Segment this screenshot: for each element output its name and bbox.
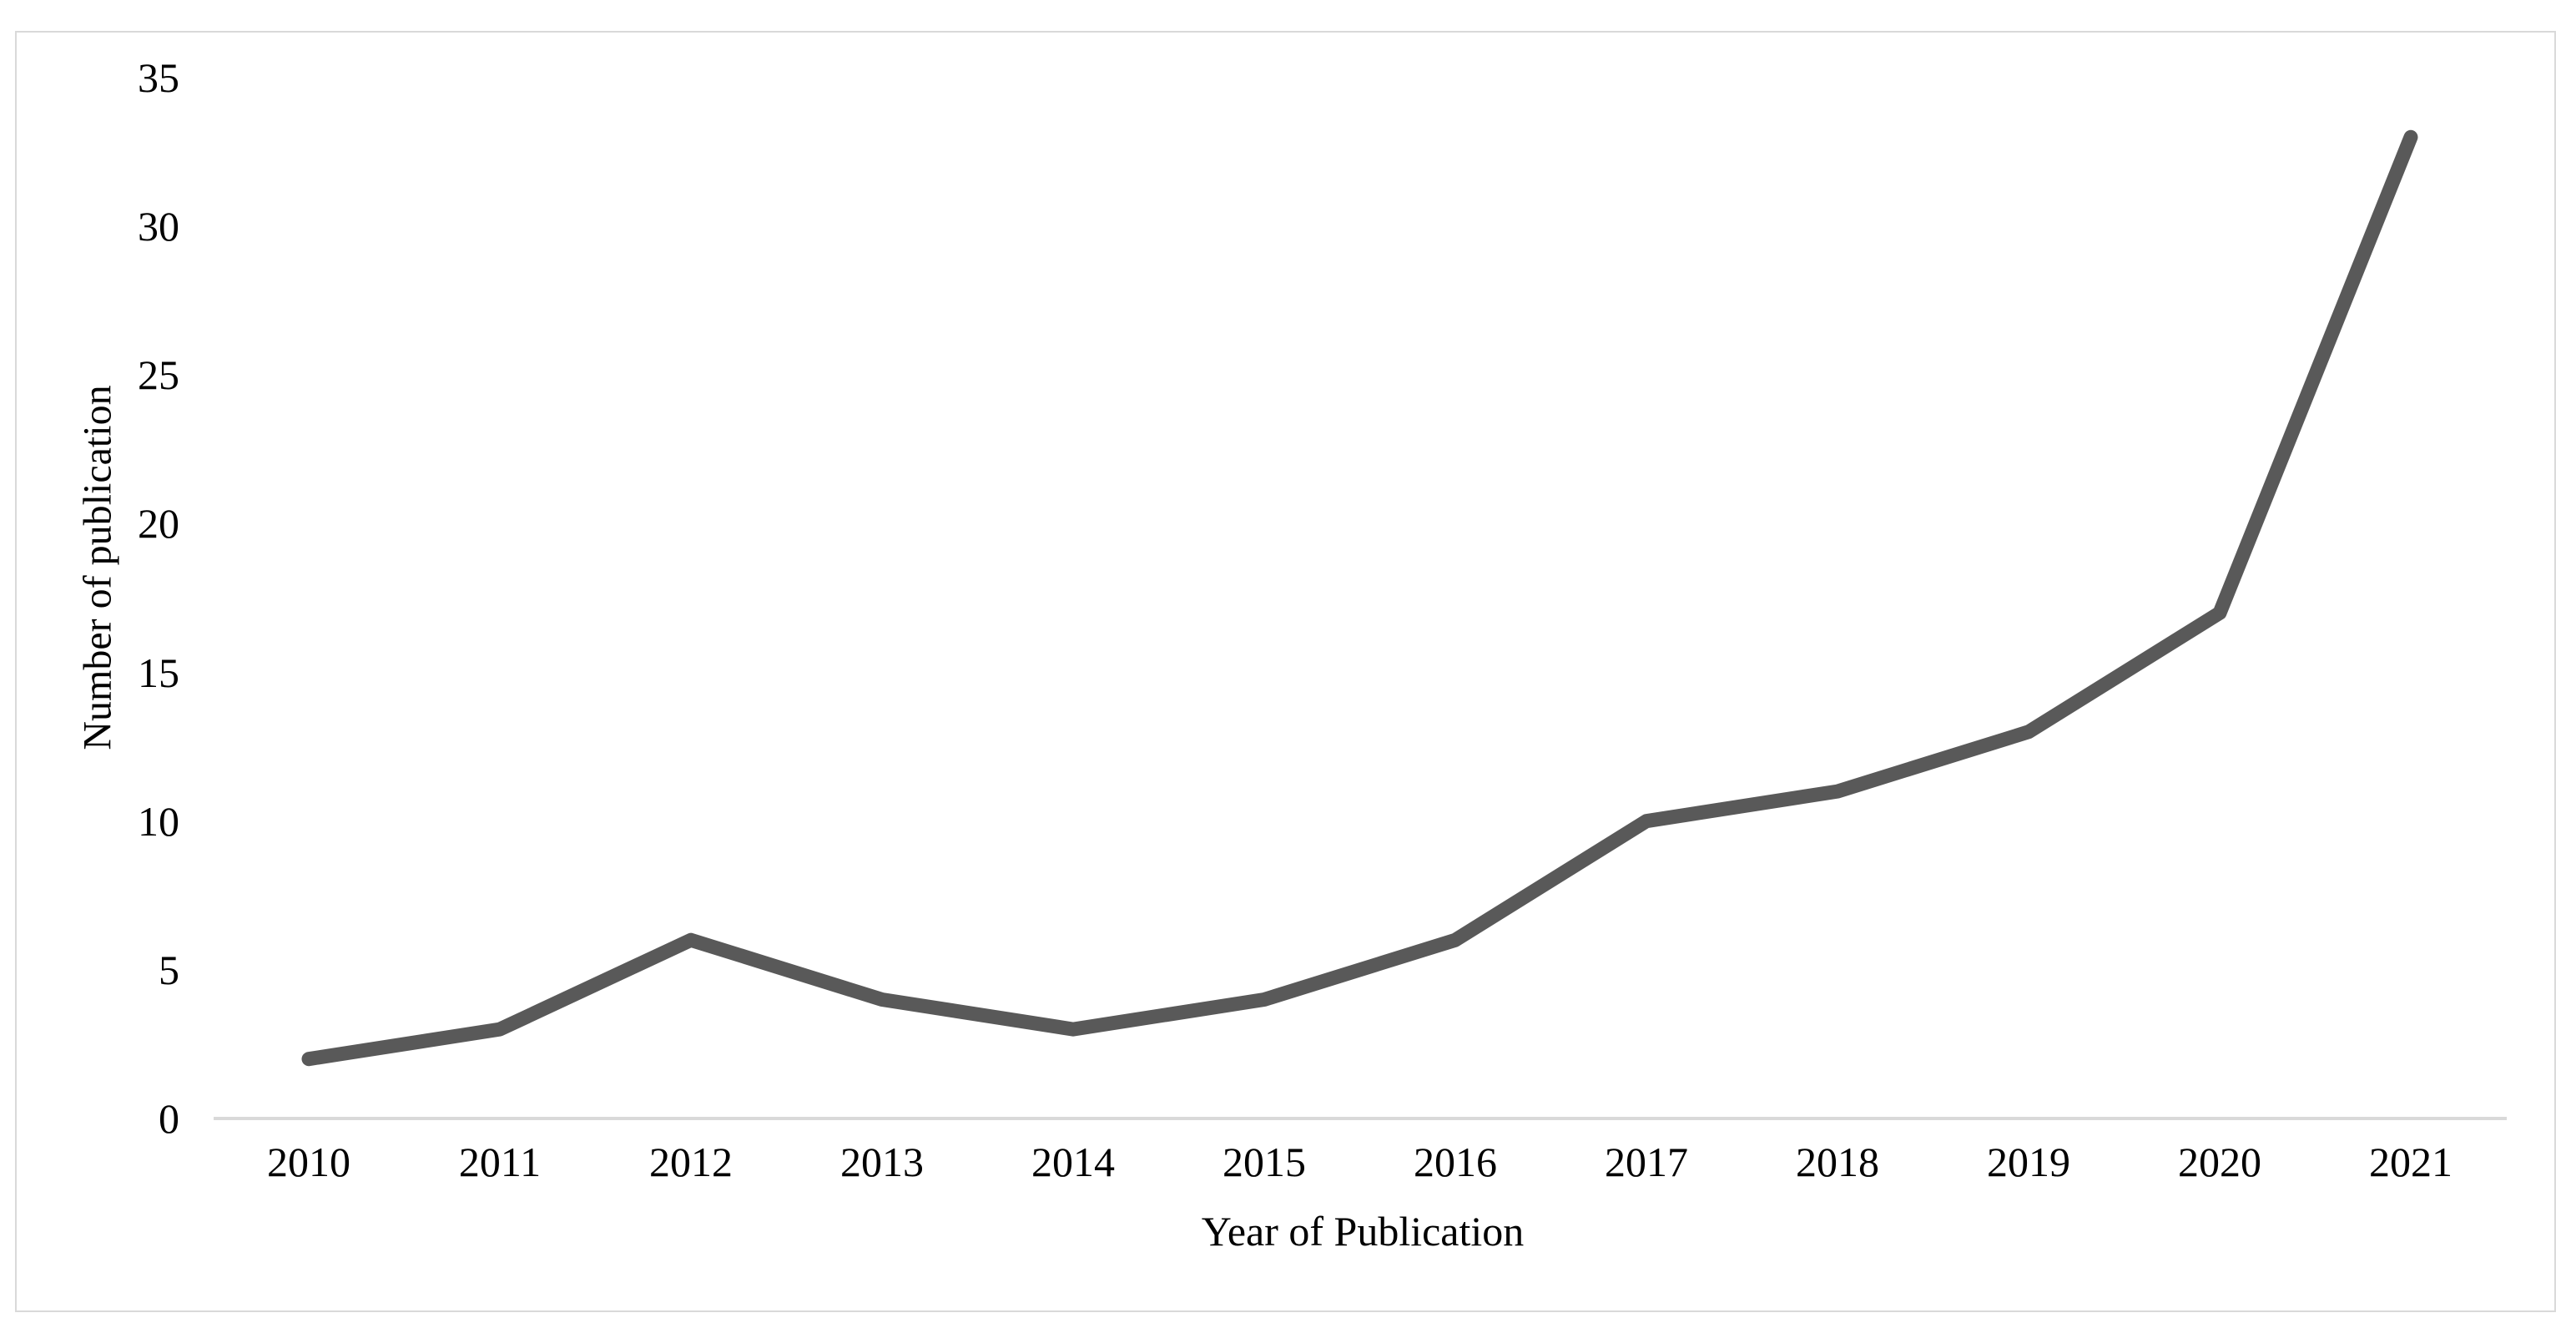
y-tick-label: 5 — [159, 946, 179, 993]
x-axis-line — [214, 1117, 2507, 1120]
y-tick-label: 10 — [138, 797, 179, 845]
publications-line-series — [301, 129, 2418, 1067]
y-tick-label: 25 — [138, 351, 179, 399]
x-tick-label: 2017 — [1605, 1139, 1688, 1185]
y-tick-label: 20 — [138, 500, 179, 548]
x-axis-title: Year of Publication — [1201, 1208, 1525, 1255]
x-tick-label: 2021 — [2369, 1139, 2452, 1185]
y-tick-label: 30 — [138, 203, 179, 250]
x-tick-label: 2016 — [1414, 1139, 1497, 1185]
x-tick-label: 2019 — [1987, 1139, 2070, 1185]
x-tick-label: 2018 — [1796, 1139, 1879, 1185]
x-tick-label: 2010 — [267, 1139, 350, 1185]
y-tick-label: 0 — [159, 1095, 179, 1142]
x-tick-label: 2015 — [1222, 1139, 1306, 1185]
x-tick-label: 2013 — [840, 1139, 924, 1185]
y-tick-label: 35 — [138, 54, 179, 101]
y-tick-label: 15 — [138, 649, 179, 696]
x-tick-label: 2011 — [458, 1139, 542, 1185]
x-tick-label: 2012 — [649, 1139, 733, 1185]
x-tick-label: 2020 — [2178, 1139, 2261, 1185]
x-tick-label: 2014 — [1031, 1139, 1115, 1185]
